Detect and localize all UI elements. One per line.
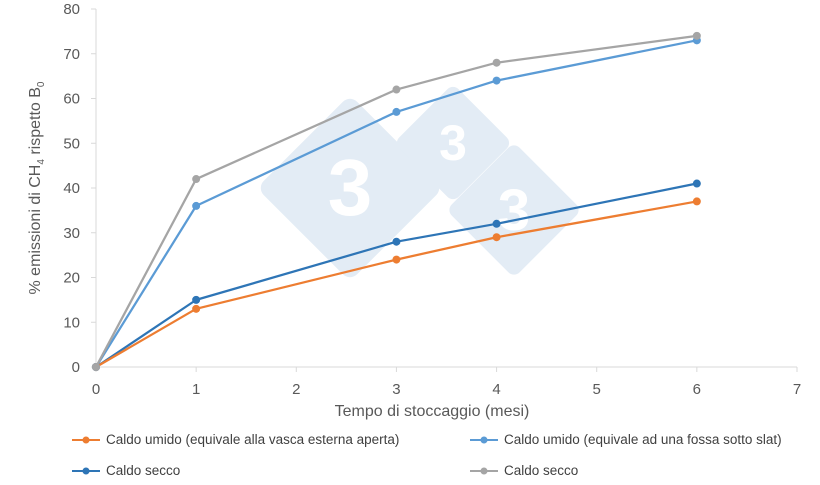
legend-item-caldo-secco-gray[interactable]: Caldo secco	[470, 463, 578, 478]
data-point[interactable]	[692, 197, 701, 206]
data-point[interactable]	[92, 363, 100, 371]
y-tick-label: 70	[63, 46, 80, 63]
y-tick-label: 20	[63, 270, 80, 287]
y-axis-title: % emissioni di CH4 rispetto B0	[27, 81, 47, 294]
data-point[interactable]	[192, 175, 201, 184]
legend-label: Caldo secco	[106, 463, 181, 478]
legend-label: Caldo umido (equivale alla vasca esterna…	[106, 432, 400, 447]
data-point[interactable]	[192, 304, 201, 313]
x-tick-label: 0	[92, 381, 100, 398]
x-tick-label: 2	[292, 381, 300, 398]
legend-label: Caldo secco	[504, 463, 579, 478]
legend-marker-icon	[72, 436, 100, 443]
x-axis-title: Tempo di stoccaggio (mesi)	[335, 403, 530, 420]
data-point[interactable]	[392, 107, 401, 116]
y-tick-label: 10	[63, 314, 80, 331]
watermark-glyph: 3	[439, 115, 467, 171]
legend-label: Caldo umido (equivale ad una fossa sotto…	[504, 432, 782, 447]
x-tick-label: 5	[593, 381, 601, 398]
x-tick-label: 7	[793, 381, 801, 398]
data-point[interactable]	[692, 31, 701, 40]
legend-marker-icon	[72, 467, 100, 474]
data-point[interactable]	[392, 255, 401, 264]
series-line	[92, 31, 701, 371]
legend-marker-icon	[470, 467, 498, 474]
data-point[interactable]	[492, 76, 501, 85]
data-point[interactable]	[492, 219, 501, 228]
legend-item-caldo-secco-dark[interactable]: Caldo secco	[72, 463, 180, 478]
data-point[interactable]	[492, 233, 501, 242]
y-tick-label: 30	[63, 225, 80, 242]
y-tick-label: 60	[63, 91, 80, 108]
data-point[interactable]	[192, 201, 201, 210]
y-tick-label: 40	[63, 180, 80, 197]
data-point[interactable]	[392, 85, 401, 94]
x-tick-label: 6	[693, 381, 701, 398]
axes: 0 10 20 30 40 50 60 70 80 0 1 2 3 4 5 6 7	[63, 1, 801, 398]
watermark-logo: 3 3 3	[260, 86, 579, 278]
data-point[interactable]	[692, 179, 701, 188]
y-tick-label: 80	[63, 1, 80, 18]
watermark-glyph: 3	[328, 143, 373, 232]
data-point[interactable]	[392, 237, 401, 246]
legend-item-caldo-umido-fossa[interactable]: Caldo umido (equivale ad una fossa sotto…	[470, 432, 782, 447]
x-tick-label: 4	[492, 381, 500, 398]
x-tick-label: 3	[392, 381, 400, 398]
y-tick-label: 50	[63, 135, 80, 152]
legend-marker-icon	[470, 436, 498, 443]
x-tick-label: 1	[192, 381, 200, 398]
series-group	[92, 31, 701, 371]
data-point[interactable]	[192, 295, 201, 304]
data-point[interactable]	[492, 58, 501, 67]
legend-item-caldo-umido-vasca[interactable]: Caldo umido (equivale alla vasca esterna…	[72, 432, 399, 447]
y-tick-label: 0	[72, 359, 80, 376]
